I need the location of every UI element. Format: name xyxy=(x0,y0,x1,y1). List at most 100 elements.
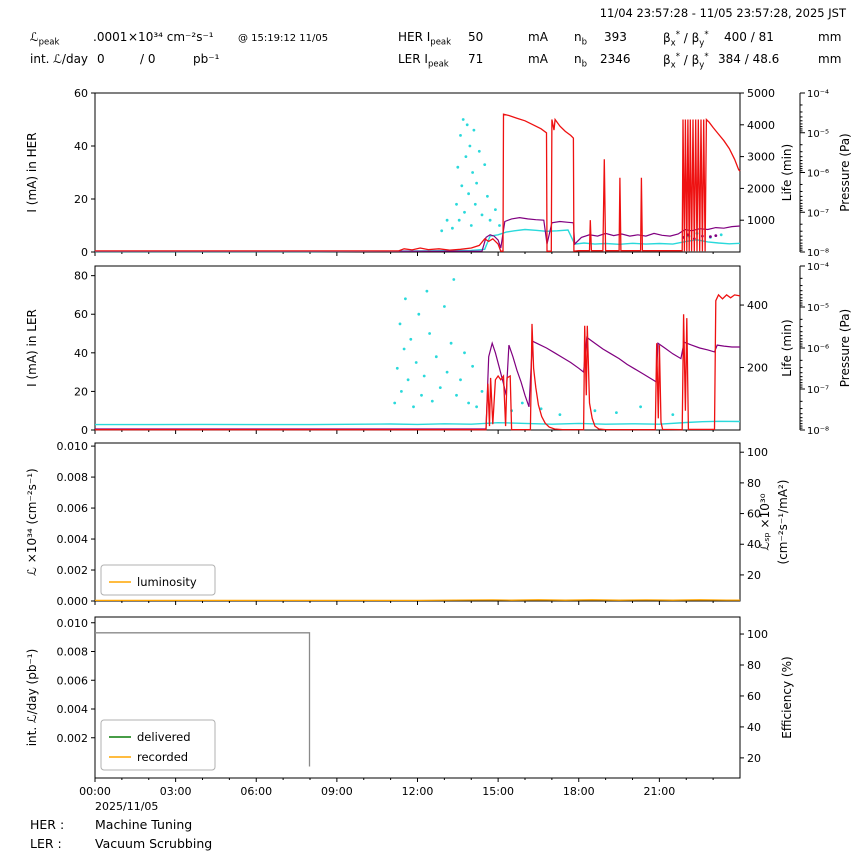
panel-ler: 0 20 40 60 80 I (mA) in LER 200 400 Life (min) 10… xyxy=(25,262,852,437)
svg-text:80: 80 xyxy=(747,659,761,672)
svg-text:40: 40 xyxy=(74,140,88,153)
svg-text:0.006: 0.006 xyxy=(57,674,89,687)
series-ler-beam-current xyxy=(95,293,741,431)
panel-luminosity: 0.000 0.002 0.004 0.006 0.008 0.010 ℒ ×10³⁴ (c… xyxy=(25,440,790,608)
svg-text:0.004: 0.004 xyxy=(57,703,89,716)
left-axis-label-ler: I (mA) in LER xyxy=(25,309,39,387)
her-beta-label: βx* / βy* xyxy=(663,30,709,49)
x-axis-ler xyxy=(94,430,714,434)
svg-text:60: 60 xyxy=(74,308,88,321)
svg-text:40: 40 xyxy=(747,538,761,551)
int-lum-unit: pb⁻¹ xyxy=(193,52,220,66)
series-ler-pressure-burst xyxy=(393,278,675,416)
lum-peak-time: @ 15:19:12 11/05 xyxy=(238,33,329,44)
ler-ipeak-label: LER Ipeak xyxy=(398,52,449,70)
right-axis-integrated: 20 40 60 80 100 Efficiency (%) xyxy=(740,628,794,765)
svg-text:00:00: 00:00 xyxy=(79,785,111,798)
svg-text:0.004: 0.004 xyxy=(57,533,89,546)
svg-text:20: 20 xyxy=(74,193,88,206)
svg-text:0: 0 xyxy=(81,424,88,437)
right-axis-ler: 200 400 Life (min) xyxy=(740,299,794,377)
series-her-pressure-burst xyxy=(440,118,723,239)
svg-text:0.002: 0.002 xyxy=(57,564,89,577)
ler-ipeak-value: 71 xyxy=(468,52,484,66)
her-beta-value: 400 / 81 xyxy=(724,30,774,44)
pressure-axis-label-ler: Pressure (Pa) xyxy=(838,309,852,387)
svg-text:10⁻⁵: 10⁻⁵ xyxy=(807,129,829,140)
her-status-label: HER : xyxy=(30,817,65,832)
svg-text:10⁻⁶: 10⁻⁶ xyxy=(807,344,829,355)
svg-text:delivered: delivered xyxy=(137,730,191,744)
right-axis-label-ler: Life (min) xyxy=(780,319,794,376)
svg-text:0.006: 0.006 xyxy=(57,502,89,515)
svg-text:10⁻⁸: 10⁻⁸ xyxy=(807,248,829,259)
svg-text:5000: 5000 xyxy=(747,87,775,100)
svg-text:18:00: 18:00 xyxy=(563,785,595,798)
series-integrated-luminosity xyxy=(95,632,311,767)
right-axis-label-her: Life (min) xyxy=(780,144,794,201)
svg-text:0.002: 0.002 xyxy=(57,732,89,745)
lum-peak-unit: ×10³⁴ cm⁻²s⁻¹ xyxy=(128,30,214,44)
her-nb-value: 393 xyxy=(604,30,627,44)
svg-text:15:00: 15:00 xyxy=(482,785,514,798)
lum-peak-label: ℒpeak xyxy=(30,30,60,48)
svg-text:20: 20 xyxy=(747,752,761,765)
ler-nb-label: nb xyxy=(574,52,588,70)
svg-text:3000: 3000 xyxy=(747,151,775,164)
svg-text:80: 80 xyxy=(74,270,88,283)
ler-beta-label: βx* / βy* xyxy=(663,52,709,71)
time-range-title: 11/04 23:57:28 - 11/05 23:57:28, 2025 JS… xyxy=(599,6,846,20)
svg-text:60: 60 xyxy=(747,690,761,703)
svg-text:0.008: 0.008 xyxy=(57,471,89,484)
svg-text:10⁻⁸: 10⁻⁸ xyxy=(807,426,829,437)
svg-text:06:00: 06:00 xyxy=(240,785,272,798)
series-her-beam-life xyxy=(95,216,741,252)
svg-text:(cm⁻²s⁻¹/mA²): (cm⁻²s⁻¹/mA²) xyxy=(776,480,790,565)
svg-text:10⁻⁶: 10⁻⁶ xyxy=(807,169,829,180)
her-ipeak-label: HER Ipeak xyxy=(398,30,452,48)
her-beta-unit: mm xyxy=(818,30,842,44)
left-axis-label-luminosity: ℒ ×10³⁴ (cm⁻²s⁻¹) xyxy=(25,468,39,575)
ler-ipeak-unit: mA xyxy=(528,52,548,66)
series-ler-beam-life xyxy=(95,336,740,430)
ler-nb-value: 2346 xyxy=(600,52,631,66)
pressure-axis-label-her: Pressure (Pa) xyxy=(838,133,852,211)
svg-text:10⁻⁴: 10⁻⁴ xyxy=(807,89,829,100)
legend-integrated: delivered recorded xyxy=(100,719,216,771)
pressure-axis-her: 10⁻⁴ 10⁻⁵ 10⁻⁶ 10⁻⁷ 10⁻⁸ Pressure (Pa) xyxy=(799,89,852,259)
svg-text:60: 60 xyxy=(747,508,761,521)
int-lum-value2: / 0 xyxy=(140,52,156,66)
svg-text:recorded: recorded xyxy=(137,750,188,764)
x-axis-date: 2025/11/05 xyxy=(95,800,158,813)
her-nb-label: nb xyxy=(574,30,588,48)
pressure-axis-ler: 10⁻⁴ 10⁻⁵ 10⁻⁶ 10⁻⁷ 10⁻⁸ Pressure (Pa) xyxy=(799,262,852,437)
panel-integrated: 0.002 0.004 0.006 0.008 0.010 int. ℒ/day (pb⁻… xyxy=(25,616,794,813)
her-ipeak-value: 50 xyxy=(468,30,484,44)
her-status-value: Machine Tuning xyxy=(95,817,193,832)
ler-status-label: LER : xyxy=(30,836,62,851)
series-her-beam-current xyxy=(95,113,741,252)
svg-text:10⁻⁷: 10⁻⁷ xyxy=(807,385,829,396)
svg-text:2000: 2000 xyxy=(747,182,775,195)
left-axis-luminosity: 0.000 0.002 0.004 0.006 0.008 0.010 ℒ ×10³⁴ (c… xyxy=(25,440,95,608)
left-axis-label-her: I (mA) in HER xyxy=(25,132,39,212)
svg-text:80: 80 xyxy=(747,477,761,490)
svg-text:09:00: 09:00 xyxy=(321,785,353,798)
svg-text:0.010: 0.010 xyxy=(57,440,89,453)
int-lum-value: 0 xyxy=(97,52,105,66)
svg-text:100: 100 xyxy=(747,446,768,459)
x-axis-her xyxy=(94,252,714,256)
left-axis-label-integrated: int. ℒ/day (pb⁻¹) xyxy=(25,649,39,747)
ler-beta-unit: mm xyxy=(818,52,842,66)
svg-text:10⁻⁷: 10⁻⁷ xyxy=(807,208,829,219)
svg-text:200: 200 xyxy=(747,362,768,375)
her-ipeak-unit: mA xyxy=(528,30,548,44)
panel-her: 0 20 40 60 I (mA) in HER 1000 2000 3000 4000 5000… xyxy=(25,87,852,259)
series-luminosity xyxy=(95,599,740,602)
legend-luminosity: luminosity xyxy=(100,564,216,596)
svg-text:20: 20 xyxy=(74,385,88,398)
left-axis-ler: 0 20 40 60 80 I (mA) in LER xyxy=(25,270,95,437)
svg-text:100: 100 xyxy=(747,628,768,641)
